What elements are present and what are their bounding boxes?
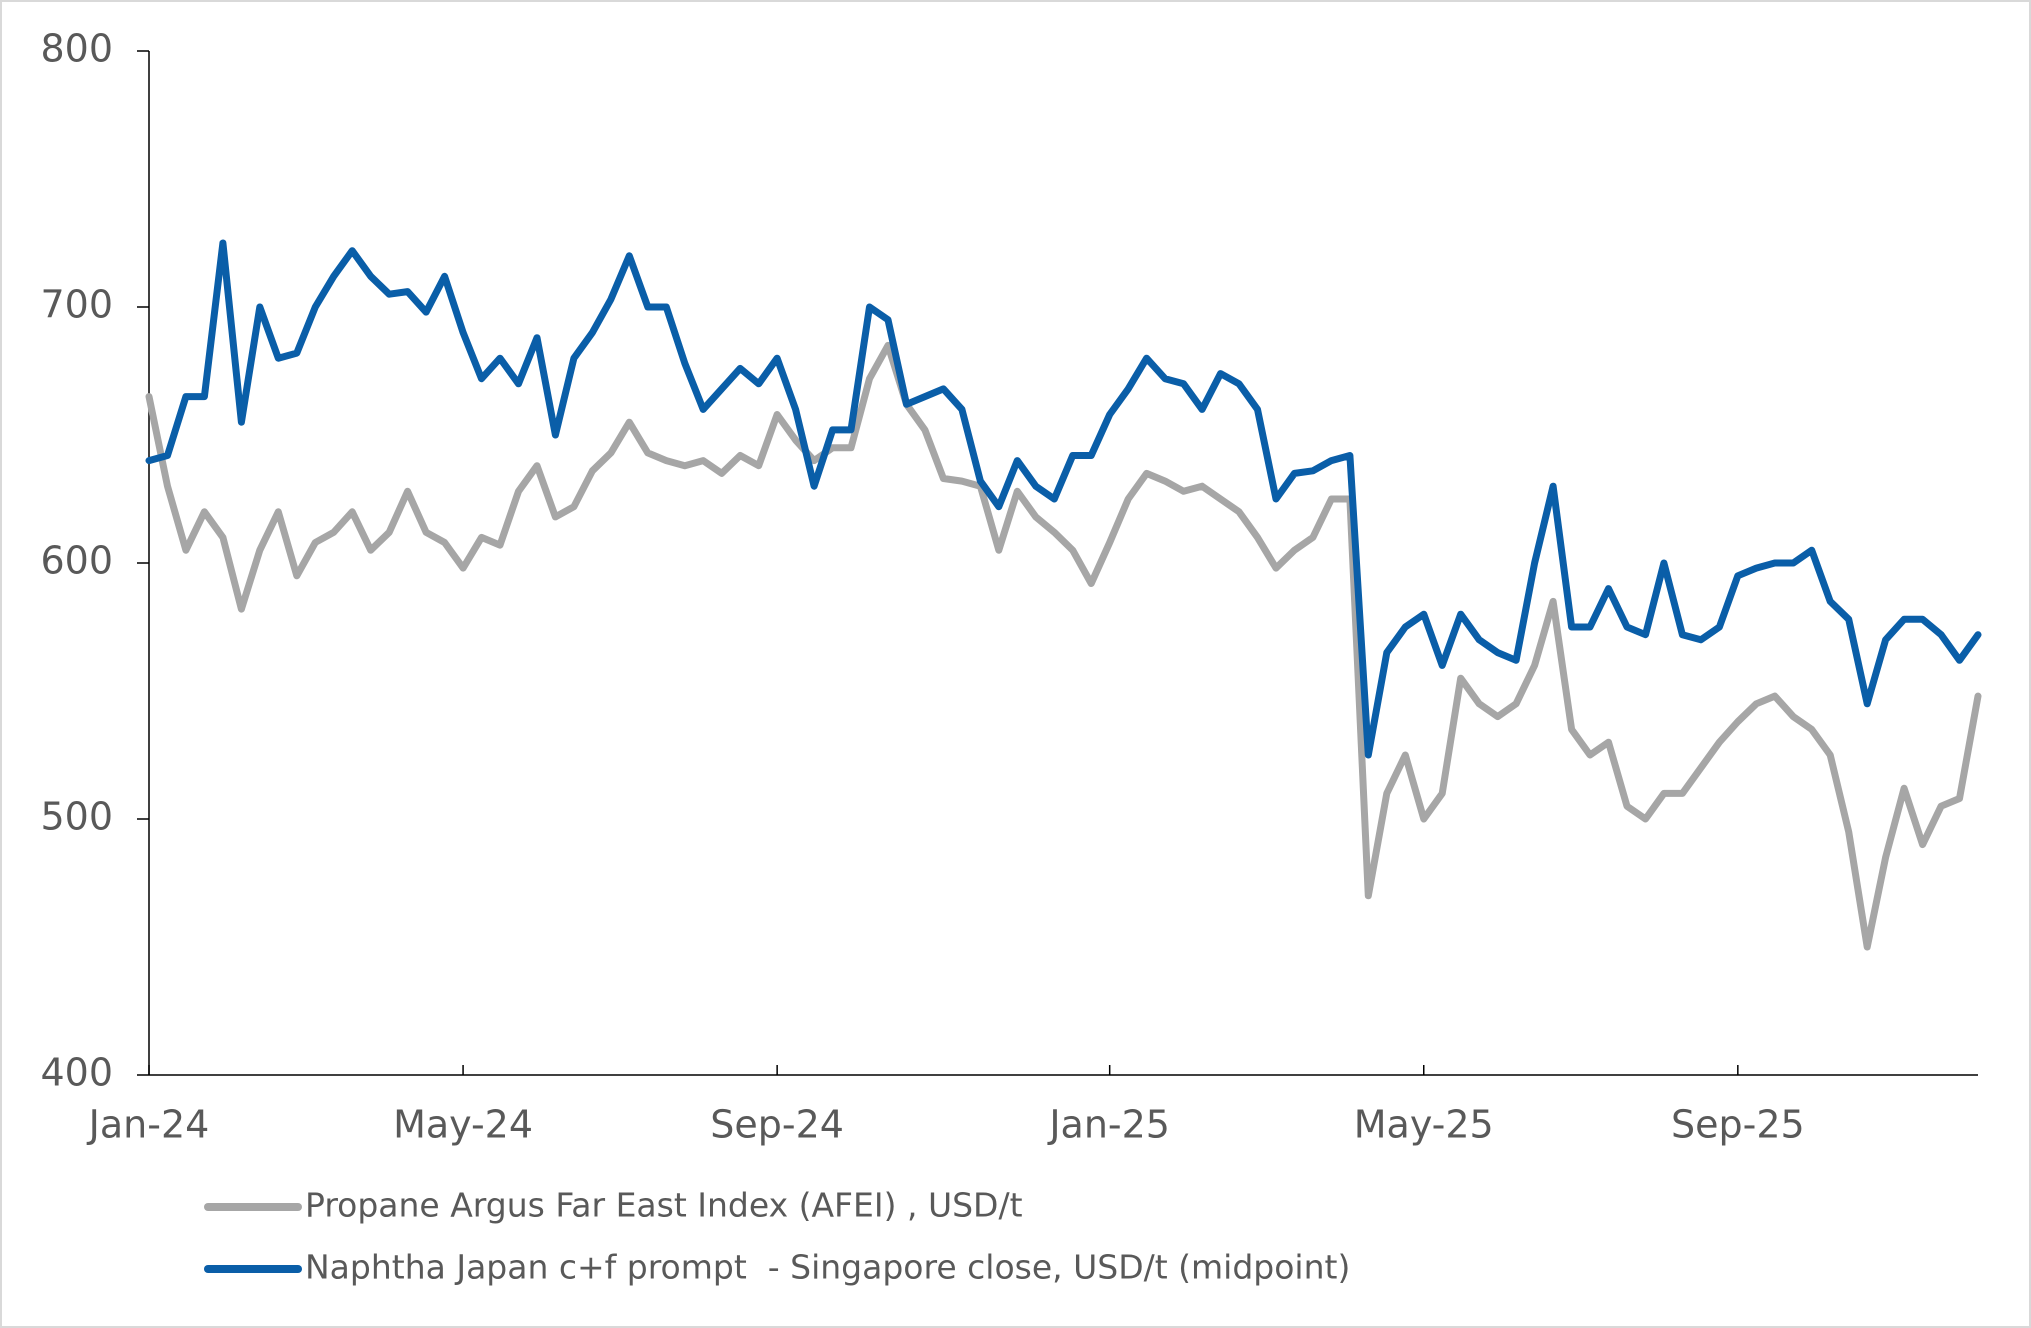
- legend-label: Naphtha Japan c+f prompt - Singapore clo…: [305, 1248, 1350, 1287]
- series-line: [145, 341, 1982, 951]
- x-tick-label: May-25: [1354, 1103, 1494, 1147]
- y-tick-label: 500: [40, 795, 113, 839]
- x-tick-label: May-24: [393, 1103, 533, 1147]
- y-tick-label: 800: [40, 27, 113, 71]
- series-line: [145, 239, 1982, 759]
- y-tick-label: 400: [40, 1051, 113, 1095]
- x-tick-label: Jan-25: [1047, 1103, 1170, 1147]
- y-tick-label: 700: [40, 283, 113, 327]
- x-tick-label: Jan-24: [87, 1103, 210, 1147]
- y-tick-label: 600: [40, 539, 113, 583]
- legend-label: Propane Argus Far East Index (AFEI) , US…: [305, 1186, 1023, 1225]
- x-tick-label: Sep-24: [710, 1103, 844, 1147]
- x-tick-label: Sep-25: [1671, 1103, 1805, 1147]
